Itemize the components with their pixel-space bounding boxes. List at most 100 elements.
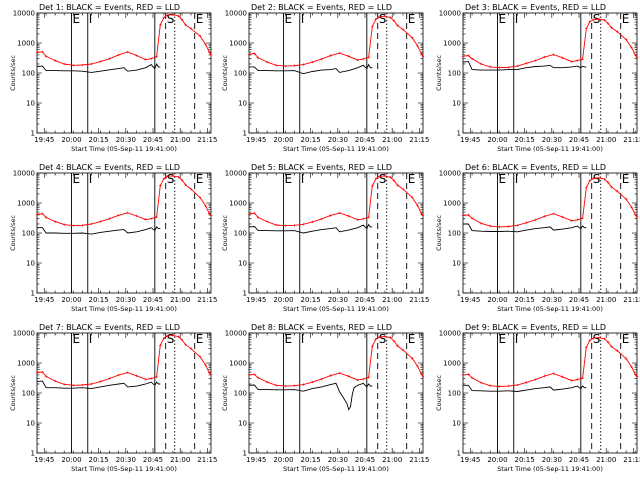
lld-point <box>189 347 193 350</box>
y-tick-label: 1000 <box>443 200 461 208</box>
x-axis-label: Start Time (05-Sep-11 19:41:00) <box>283 145 389 153</box>
panel-det-5: Det 5: BLACK = Events, RED = LLD 1 10 100 10… <box>221 163 429 313</box>
x-tick-label: 20:15 <box>515 136 535 144</box>
lld-point <box>507 225 510 228</box>
x-tick-label: 19:45 <box>460 456 480 464</box>
lld-point <box>410 356 414 360</box>
x-tick-label: 20:00 <box>487 296 507 304</box>
lld-point <box>274 64 278 67</box>
y-tick-label: 10 <box>238 260 247 268</box>
lld-point <box>247 53 251 56</box>
lld-point <box>561 375 564 379</box>
lld-point <box>41 50 44 53</box>
lld-point <box>401 348 405 352</box>
x-tick-label: 20:15 <box>515 456 535 464</box>
lld-point <box>361 57 365 61</box>
panel-title: Det 6: BLACK = Events, RED = LLD <box>465 163 606 172</box>
lld-point <box>592 18 595 21</box>
lld-point <box>597 336 601 339</box>
marker-label: S <box>379 172 387 186</box>
x-axis-label: Start Time (05-Sep-11 19:41:00) <box>71 145 177 153</box>
x-tick-label: 20:15 <box>89 136 109 144</box>
marker-label: I <box>89 332 93 346</box>
y-axis-label: Counts/sec <box>221 375 229 411</box>
marker-label: I <box>301 172 305 186</box>
lld-point <box>588 20 592 23</box>
lld-point <box>44 216 48 219</box>
lld-point <box>552 53 555 56</box>
lld-point <box>401 187 405 191</box>
y-tick-label: 10000 <box>13 10 35 18</box>
lld-point <box>461 373 465 377</box>
lld-point <box>126 50 129 54</box>
lld-point <box>367 56 370 59</box>
marker-label: E <box>408 172 416 186</box>
lld-point <box>274 384 278 387</box>
x-tick-label: 19:45 <box>246 456 266 464</box>
plot-frame <box>36 332 212 454</box>
lld-point <box>389 176 392 179</box>
x-tick-label: 19:45 <box>460 136 480 144</box>
marker-label: I <box>89 172 93 186</box>
lld-point <box>610 26 613 30</box>
y-tick-label: 1 <box>457 450 461 458</box>
lld-point <box>378 335 381 339</box>
lld-point <box>320 377 323 381</box>
marker-label: E <box>284 12 292 26</box>
x-tick-label: 20:30 <box>328 136 348 144</box>
marker-label: I <box>515 172 519 186</box>
panel-det-6: Det 6: BLACK = Events, RED = LLD 1 10 100 10… <box>435 163 640 313</box>
lld-point <box>99 220 102 223</box>
x-axis-label: Start Time (05-Sep-11 19:41:00) <box>71 305 177 313</box>
lld-point <box>347 214 350 218</box>
lld-point <box>467 213 470 217</box>
panel-det-9: Det 9: BLACK = Events, RED = LLD 1 10 100 10… <box>435 323 640 473</box>
series-lld <box>248 175 424 227</box>
x-tick-label: 20:00 <box>61 136 81 144</box>
lld-point <box>461 55 465 58</box>
y-axis-label: Counts/sec <box>221 55 229 91</box>
x-tick-label: 21:15 <box>409 296 429 304</box>
lld-point <box>371 345 374 348</box>
plot-frame <box>462 172 638 294</box>
lld-point <box>552 212 555 215</box>
lld-point <box>166 334 169 338</box>
lld-point <box>592 177 595 180</box>
lld-point <box>374 177 378 181</box>
y-axis-label: Counts/sec <box>9 215 17 251</box>
lld-point <box>256 56 260 60</box>
x-tick-label: 20:30 <box>328 296 348 304</box>
lld-point <box>198 355 202 359</box>
lld-point <box>470 57 474 60</box>
lld-point <box>588 179 592 182</box>
marker-label: E <box>196 172 204 186</box>
lld-point <box>35 213 39 216</box>
lld-point <box>171 174 175 178</box>
lld-point <box>361 377 365 381</box>
lld-point <box>155 375 158 379</box>
series-lld <box>36 334 212 386</box>
lld-point <box>630 365 633 369</box>
plot-frame <box>248 12 424 134</box>
lld-point <box>135 374 138 377</box>
lld-point <box>615 349 619 352</box>
marker-label: E <box>498 332 506 346</box>
marker-label: E <box>622 12 630 26</box>
x-tick-label: 19:45 <box>246 296 266 304</box>
lld-point <box>204 363 207 367</box>
lld-point <box>383 15 387 18</box>
lld-point <box>347 55 350 58</box>
lld-point <box>302 63 305 66</box>
x-tick-label: 20:45 <box>355 456 375 464</box>
y-tick-label: 1000 <box>443 360 461 368</box>
marker-label: E <box>72 12 80 26</box>
y-axis-label: Counts/sec <box>435 375 443 411</box>
series-lld <box>36 14 212 66</box>
panel-title: Det 4: BLACK = Events, RED = LLD <box>39 163 180 172</box>
lld-point <box>293 384 296 387</box>
y-tick-label: 100 <box>234 70 247 78</box>
lld-point <box>597 176 601 180</box>
lld-point <box>570 379 573 382</box>
x-tick-label: 20:00 <box>273 456 293 464</box>
lld-point <box>35 51 39 54</box>
